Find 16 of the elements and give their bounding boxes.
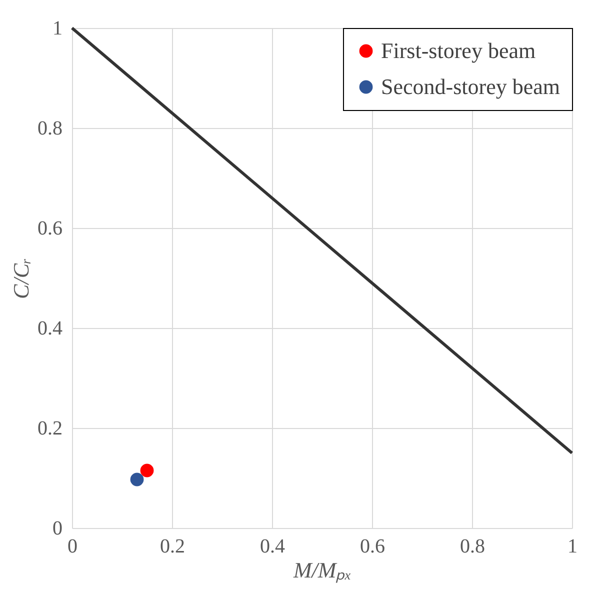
y-axis-title: C/Cᵣ [8,258,34,299]
y-tick-label: 0.8 [38,118,62,140]
x-tick-label: 0.4 [260,536,285,558]
y-tick-label: 0.2 [38,418,62,440]
x-tick-label: 1 [568,536,578,558]
y-tick-label: 0 [52,518,62,540]
x-tick-label: 0.2 [160,536,185,558]
x-tick-label: 0.8 [460,536,485,558]
legend-label: Second-storey beam [381,74,560,99]
x-tick-label: 0.6 [360,536,385,558]
legend-label: First-storey beam [381,38,536,63]
x-axis-title: M/Mₚₓ [292,558,352,584]
y-tick-label: 0.6 [38,218,62,240]
y-tick-label: 0.4 [38,318,62,340]
y-tick-label: 1 [52,18,62,40]
x-tick-label: 0 [68,536,78,558]
